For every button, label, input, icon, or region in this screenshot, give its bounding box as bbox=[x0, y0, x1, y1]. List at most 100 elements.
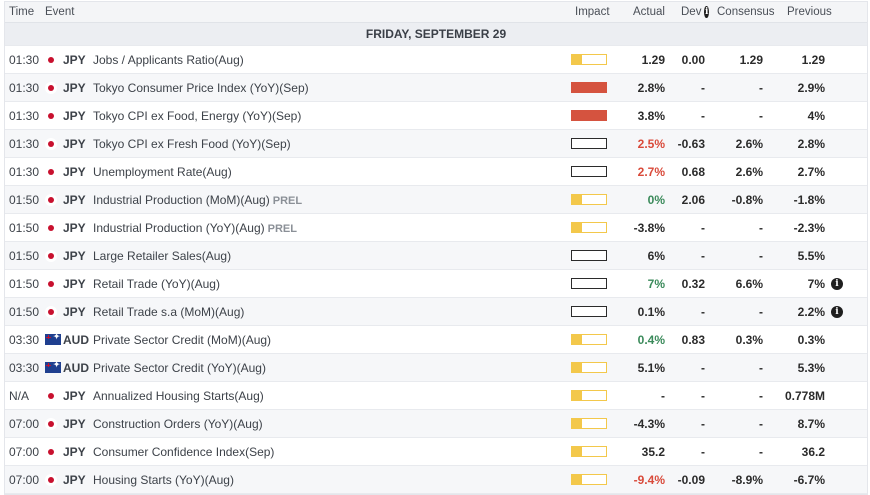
event-name[interactable]: Construction Orders (YoY)(Aug) bbox=[93, 417, 571, 431]
table-row[interactable]: 01:50 JPY Large Retailer Sales(Aug) 6% - - 5.5… bbox=[5, 242, 867, 270]
event-title[interactable]: Private Sector Credit (YoY)(Aug) bbox=[93, 360, 266, 375]
event-name[interactable]: Tokyo Consumer Price Index (YoY)(Sep) bbox=[93, 81, 571, 95]
currency: JPY bbox=[45, 249, 93, 263]
event-name[interactable]: Jobs / Applicants Ratio(Aug) bbox=[93, 53, 571, 67]
currency-code: JPY bbox=[63, 220, 86, 235]
event-title[interactable]: Large Retailer Sales(Aug) bbox=[93, 248, 232, 263]
previous-cell: 7% i bbox=[763, 277, 843, 291]
impact-bar-icon bbox=[571, 306, 607, 317]
impact bbox=[571, 166, 621, 177]
table-row[interactable]: 01:30 JPY Tokyo CPI ex Food, Energy (YoY)(… bbox=[5, 102, 867, 130]
table-row[interactable]: 01:30 JPY Unemployment Rate(Aug) 2.7% 0.68 2.… bbox=[5, 158, 867, 186]
header-event[interactable]: Event bbox=[45, 6, 75, 18]
previous-cell: 2.2% i bbox=[763, 305, 843, 319]
event-time: 07:00 bbox=[9, 444, 40, 459]
header-impact[interactable]: Impact bbox=[575, 6, 610, 18]
table-row[interactable]: 01:30 JPY Tokyo Consumer Price Index (YoY)… bbox=[5, 74, 867, 102]
dev-value: 0.00 bbox=[681, 52, 705, 67]
event-title[interactable]: Tokyo CPI ex Fresh Food (YoY)(Sep) bbox=[93, 136, 291, 151]
event-name[interactable]: Annualized Housing Starts(Aug) bbox=[93, 389, 571, 403]
event-title[interactable]: Jobs / Applicants Ratio(Aug) bbox=[93, 52, 244, 67]
event-title[interactable]: Unemployment Rate(Aug) bbox=[93, 164, 232, 179]
event-name[interactable]: Consumer Confidence Index(Sep) bbox=[93, 445, 571, 459]
event-title[interactable]: Industrial Production (MoM)(Aug) bbox=[93, 192, 270, 207]
previous-value: 2.9% bbox=[797, 80, 825, 95]
table-row[interactable]: 07:00 JPY Construction Orders (YoY)(Aug) -4… bbox=[5, 410, 867, 438]
event-time: 01:30 bbox=[9, 164, 40, 179]
actual-value: 2.5% bbox=[637, 136, 665, 151]
impact bbox=[571, 82, 621, 93]
actual-value: 1.29 bbox=[641, 52, 665, 67]
event-name[interactable]: Housing Starts (YoY)(Aug) bbox=[93, 473, 571, 487]
previous-value: -1.8% bbox=[793, 192, 825, 207]
actual-value: 6% bbox=[647, 248, 665, 263]
day-group-header: FRIDAY, SEPTEMBER 29 bbox=[5, 23, 867, 46]
dev-value: - bbox=[701, 220, 705, 235]
flag-jp-icon bbox=[45, 137, 57, 150]
info-icon[interactable]: i bbox=[704, 6, 709, 18]
event-title[interactable]: Consumer Confidence Index(Sep) bbox=[93, 444, 275, 459]
previous-value: 4% bbox=[807, 108, 825, 123]
currency: AUD bbox=[45, 360, 93, 375]
previous-value: 0.778M bbox=[784, 388, 825, 403]
info-icon[interactable]: i bbox=[831, 277, 843, 290]
event-title[interactable]: Construction Orders (YoY)(Aug) bbox=[93, 416, 263, 431]
event-name[interactable]: Industrial Production (YoY)(Aug) PREL bbox=[93, 221, 571, 235]
event-title[interactable]: Tokyo Consumer Price Index (YoY)(Sep) bbox=[93, 80, 309, 95]
event-name[interactable]: Private Sector Credit (YoY)(Aug) bbox=[93, 361, 571, 375]
event-name[interactable]: Tokyo CPI ex Food, Energy (YoY)(Sep) bbox=[93, 109, 571, 123]
previous-cell: 2.9% bbox=[763, 81, 843, 95]
table-row[interactable]: 01:50 JPY Retail Trade s.a (MoM)(Aug) 0.1% -… bbox=[5, 298, 867, 326]
event-title[interactable]: Annualized Housing Starts(Aug) bbox=[93, 388, 264, 403]
dev-value: - bbox=[701, 444, 705, 459]
info-icon[interactable]: i bbox=[831, 305, 843, 318]
impact bbox=[571, 278, 621, 289]
header-previous[interactable]: Previous bbox=[787, 6, 832, 18]
table-row[interactable]: 01:30 JPY Tokyo CPI ex Fresh Food (YoY)(Se… bbox=[5, 130, 867, 158]
table-row[interactable]: 01:50 JPY Industrial Production (MoM)(Aug)… bbox=[5, 186, 867, 214]
event-name[interactable]: Industrial Production (MoM)(Aug) PREL bbox=[93, 193, 571, 207]
consensus-value: -0.8% bbox=[731, 192, 763, 207]
event-name[interactable]: Unemployment Rate(Aug) bbox=[93, 165, 571, 179]
currency: JPY bbox=[45, 473, 93, 487]
flag-jp-icon bbox=[45, 417, 57, 430]
header-time[interactable]: Time bbox=[9, 6, 35, 18]
actual-value: 7% bbox=[647, 276, 665, 291]
currency: JPY bbox=[45, 417, 93, 431]
event-name[interactable]: Retail Trade s.a (MoM)(Aug) bbox=[93, 305, 571, 319]
event-time: 01:50 bbox=[9, 304, 40, 319]
event-name[interactable]: Private Sector Credit (MoM)(Aug) bbox=[93, 333, 571, 347]
event-name[interactable]: Large Retailer Sales(Aug) bbox=[93, 249, 571, 263]
event-title[interactable]: Tokyo CPI ex Food, Energy (YoY)(Sep) bbox=[93, 108, 302, 123]
currency-code: JPY bbox=[63, 388, 86, 403]
table-row[interactable]: 01:30 JPY Jobs / Applicants Ratio(Aug) 1.29… bbox=[5, 46, 867, 74]
impact-bar-icon bbox=[571, 54, 607, 65]
event-title[interactable]: Retail Trade s.a (MoM)(Aug) bbox=[93, 304, 245, 319]
header-actual[interactable]: Actual bbox=[633, 6, 665, 18]
impact-bar-icon bbox=[571, 250, 607, 261]
header-dev[interactable]: Dev i bbox=[669, 6, 709, 18]
currency: JPY bbox=[45, 109, 93, 123]
previous-value: 8.7% bbox=[797, 416, 825, 431]
event-title[interactable]: Industrial Production (YoY)(Aug) bbox=[93, 220, 265, 235]
actual-value: -3.8% bbox=[633, 220, 665, 235]
consensus-value: -8.9% bbox=[731, 472, 763, 487]
event-title[interactable]: Housing Starts (YoY)(Aug) bbox=[93, 472, 234, 487]
event-time: 07:00 bbox=[9, 472, 40, 487]
table-row[interactable]: 07:00 JPY Housing Starts (YoY)(Aug) -9.4% -0… bbox=[5, 466, 867, 494]
table-row[interactable]: N/A JPY Annualized Housing Starts(Aug) - - - 0… bbox=[5, 382, 867, 410]
table-row[interactable]: 01:50 JPY Retail Trade (YoY)(Aug) 7% 0.32 6.6… bbox=[5, 270, 867, 298]
event-name[interactable]: Retail Trade (YoY)(Aug) bbox=[93, 277, 571, 291]
table-row[interactable]: 01:50 JPY Industrial Production (YoY)(Aug)… bbox=[5, 214, 867, 242]
event-title[interactable]: Private Sector Credit (MoM)(Aug) bbox=[93, 332, 272, 347]
impact bbox=[571, 306, 621, 317]
table-row[interactable]: 03:30 AUD Private Sector Credit (MoM)(Aug)… bbox=[5, 326, 867, 354]
impact bbox=[571, 222, 621, 233]
currency-code: JPY bbox=[63, 108, 86, 123]
event-title[interactable]: Retail Trade (YoY)(Aug) bbox=[93, 276, 220, 291]
table-row[interactable]: 03:30 AUD Private Sector Credit (YoY)(Aug)… bbox=[5, 354, 867, 382]
event-name[interactable]: Tokyo CPI ex Fresh Food (YoY)(Sep) bbox=[93, 137, 571, 151]
impact-bar-icon bbox=[571, 222, 607, 233]
header-consensus[interactable]: Consensus bbox=[717, 6, 775, 18]
table-row[interactable]: 07:00 JPY Consumer Confidence Index(Sep) 35… bbox=[5, 438, 867, 466]
